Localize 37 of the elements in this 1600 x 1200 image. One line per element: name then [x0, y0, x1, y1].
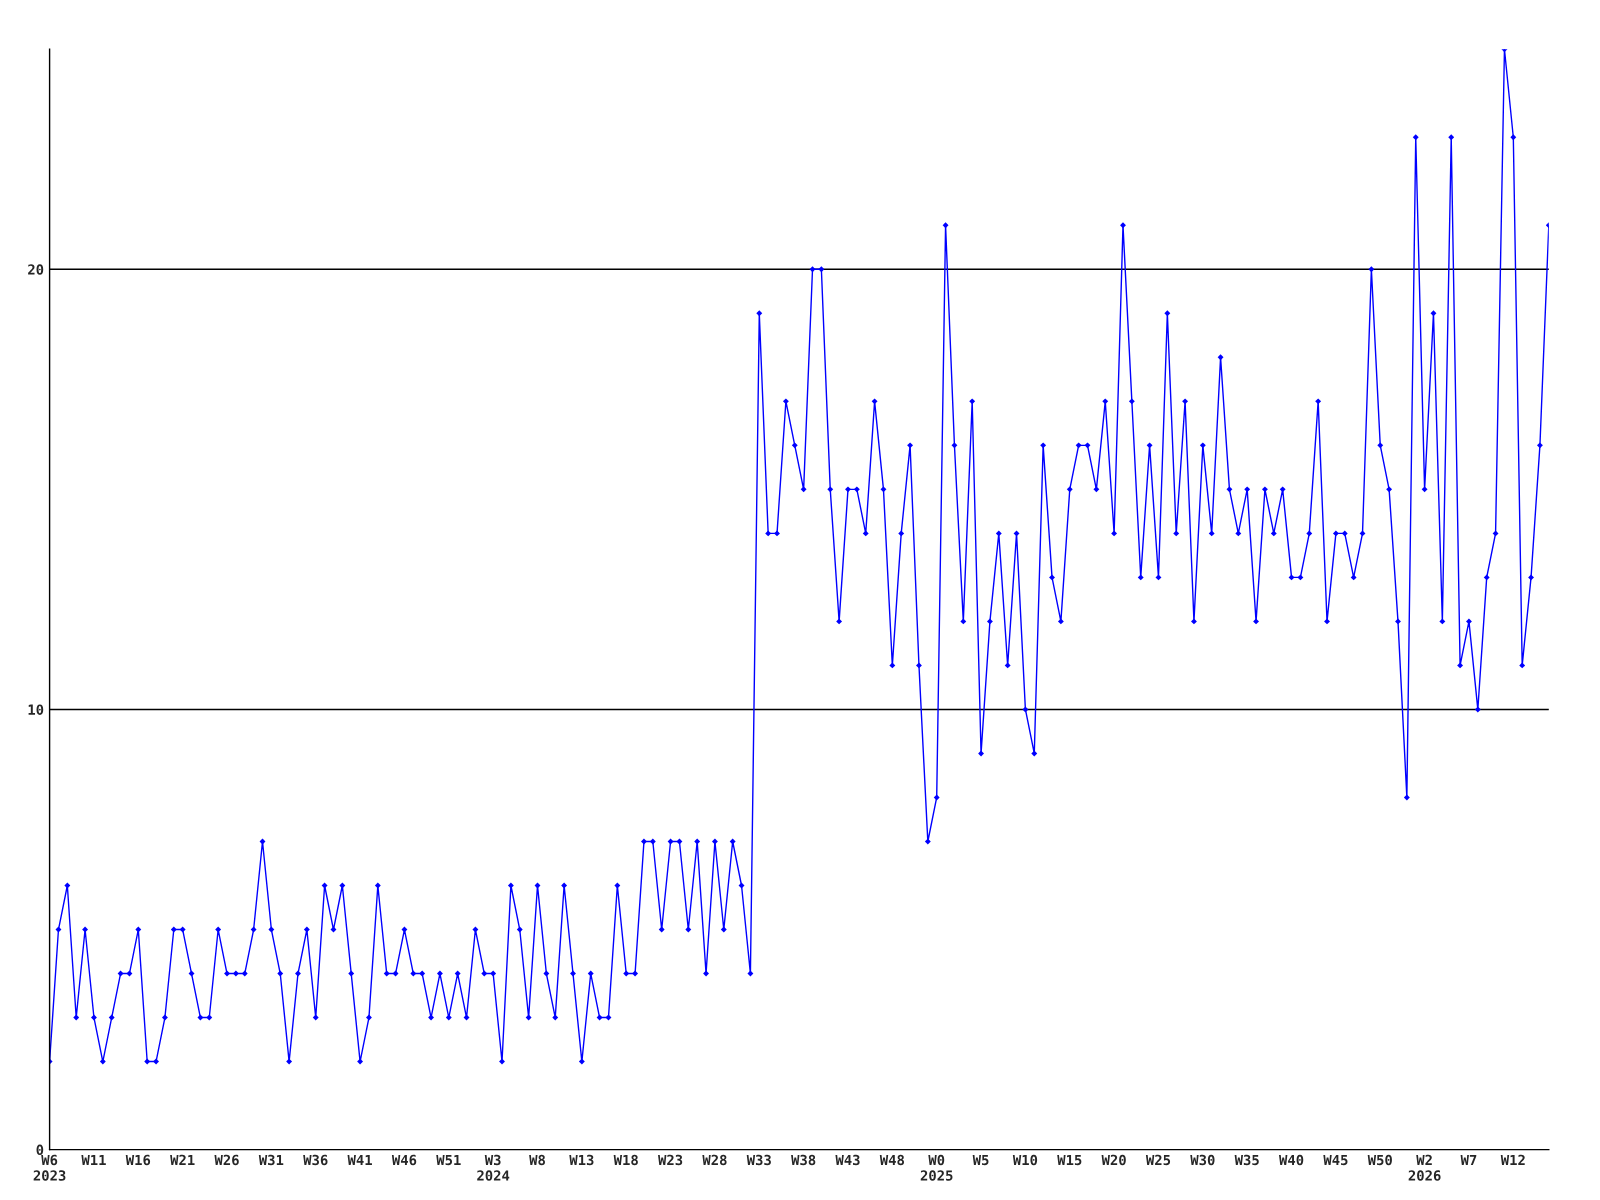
x-tick-label: W2 2026	[1408, 1154, 1441, 1181]
x-tick-label: W11	[81, 1154, 106, 1166]
x-tick-label: W13	[569, 1154, 594, 1166]
x-tick-label: W0 2025	[920, 1154, 953, 1181]
x-tick-label: W46	[391, 1154, 417, 1166]
x-tick-label: W41	[347, 1154, 372, 1166]
x-tick-label: W26	[214, 1154, 239, 1166]
x-tick-label: W18	[613, 1154, 638, 1166]
x-tick-label: W31	[258, 1154, 284, 1166]
x-tick-label: W6 2023	[33, 1154, 66, 1181]
x-tick-label: W25	[1145, 1154, 1171, 1166]
y-tick-label: 0	[36, 1144, 44, 1156]
x-tick-label: W51	[436, 1154, 461, 1166]
y-tick-label: 10	[28, 704, 44, 715]
x-tick-label: W38	[791, 1154, 816, 1166]
x-tick-label: W36	[303, 1154, 328, 1166]
x-tick-label: W28	[702, 1154, 727, 1166]
x-tick-label: W35	[1234, 1154, 1259, 1166]
x-tick-label: W33	[746, 1154, 771, 1166]
x-tick-label: W48	[879, 1154, 905, 1166]
x-tick-label: W5	[972, 1154, 989, 1166]
x-tick-label: W12	[1500, 1154, 1525, 1166]
x-tick-label: W23	[658, 1154, 683, 1166]
x-tick-label: W45	[1323, 1154, 1348, 1166]
x-tick-label: W15	[1057, 1154, 1082, 1166]
x-tick-label: W50	[1367, 1154, 1392, 1166]
x-tick-label: W8	[529, 1154, 545, 1166]
x-tick-label: W7	[1460, 1154, 1477, 1166]
x-tick-label: W21	[170, 1154, 195, 1166]
x-tick-label: W16	[125, 1154, 151, 1166]
x-tick-label: W20	[1101, 1154, 1126, 1166]
x-tick-label: W43	[835, 1154, 860, 1166]
x-tick-label: W10	[1012, 1154, 1038, 1166]
x-tick-label: W3 2024	[477, 1154, 510, 1181]
x-tick-label: W30	[1190, 1154, 1215, 1166]
x-tick-label: W40	[1279, 1154, 1304, 1166]
y-tick-label: 20	[28, 264, 44, 275]
